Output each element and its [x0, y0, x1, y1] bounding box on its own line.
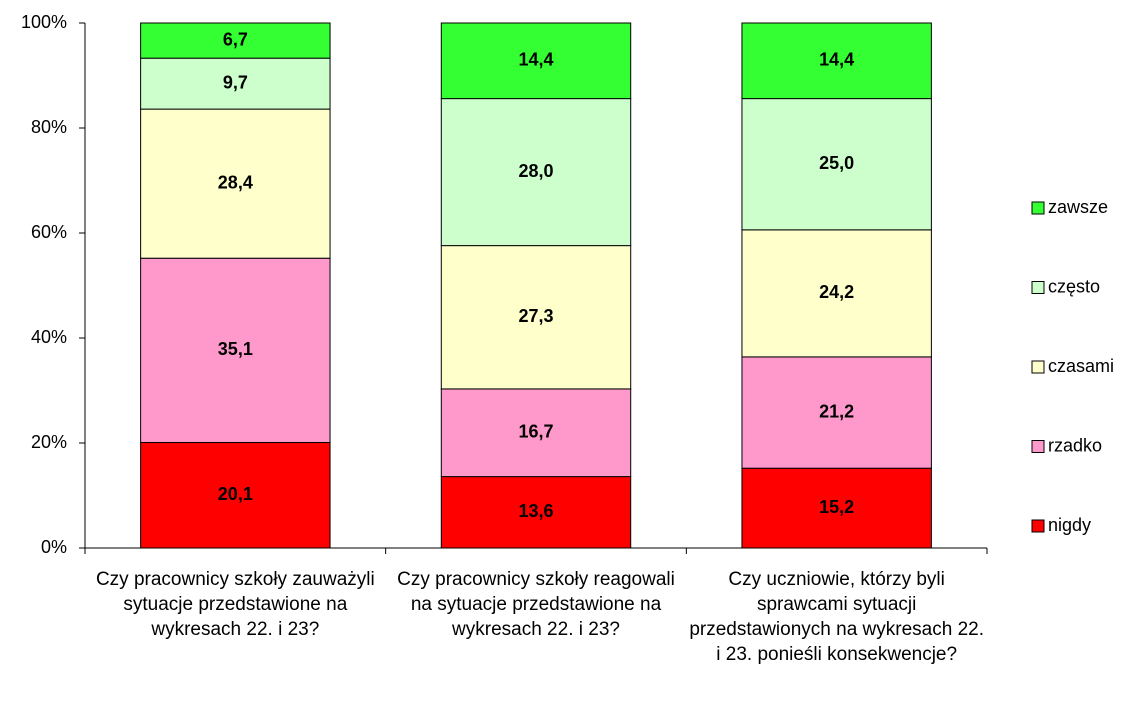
- value-label: 14,4: [518, 50, 553, 70]
- value-label: 20,1: [218, 484, 253, 504]
- value-label: 25,0: [819, 153, 854, 173]
- value-label: 24,2: [819, 282, 854, 302]
- y-tick-label: 60%: [31, 222, 67, 242]
- value-label: 28,0: [518, 161, 553, 181]
- bar-segment: [140, 257, 331, 443]
- y-tick-label: 0%: [41, 537, 67, 557]
- value-label: 15,2: [819, 497, 854, 517]
- value-label: 16,7: [518, 422, 553, 442]
- y-tick-label: 20%: [31, 432, 67, 452]
- bar-segment: [140, 441, 331, 549]
- legend-label: zawsze: [1048, 197, 1108, 217]
- value-label: 35,1: [218, 339, 253, 359]
- value-label: 6,7: [223, 29, 248, 49]
- bar-segment: [741, 467, 932, 549]
- bar-segment: [140, 22, 331, 59]
- value-label: 13,6: [518, 501, 553, 521]
- x-tick-label: Czy uczniowie, którzy byli sprawcami syt…: [689, 569, 984, 665]
- bar-segment: [741, 229, 932, 358]
- legend-label: czasami: [1048, 356, 1114, 376]
- bar-segment: [741, 356, 932, 469]
- bar-segment: [741, 98, 932, 231]
- legend-label: rzadko: [1048, 435, 1102, 455]
- bar-segment: [140, 57, 331, 110]
- legend-label: często: [1048, 276, 1100, 296]
- y-tick-label: 40%: [31, 327, 67, 347]
- y-tick-label: 80%: [31, 117, 67, 137]
- bar-segment: [440, 476, 632, 549]
- value-label: 21,2: [819, 401, 854, 421]
- bar-segment: [440, 245, 632, 390]
- bar-segment: [440, 98, 632, 247]
- legend-swatch: [1031, 519, 1045, 533]
- legend-swatch: [1031, 281, 1045, 294]
- bar-segment: [440, 22, 632, 100]
- legend-label: nigdy: [1048, 515, 1091, 535]
- legend-swatch: [1031, 201, 1045, 215]
- bar-segment: [440, 388, 632, 478]
- legend-swatch: [1031, 440, 1045, 453]
- value-label: 28,4: [218, 172, 253, 192]
- legend-swatch: [1031, 360, 1045, 374]
- bar-segment: [741, 22, 932, 100]
- value-label: 9,7: [223, 72, 248, 92]
- value-label: 14,4: [819, 50, 854, 70]
- value-label: 27,3: [518, 306, 553, 326]
- x-tick-label: Czy pracownicy szkoły reagowali na sytua…: [397, 569, 675, 640]
- x-tick-label: Czy pracownicy szkoły zauważyli sytuacje…: [95, 569, 375, 640]
- y-tick-label: 100%: [21, 12, 67, 32]
